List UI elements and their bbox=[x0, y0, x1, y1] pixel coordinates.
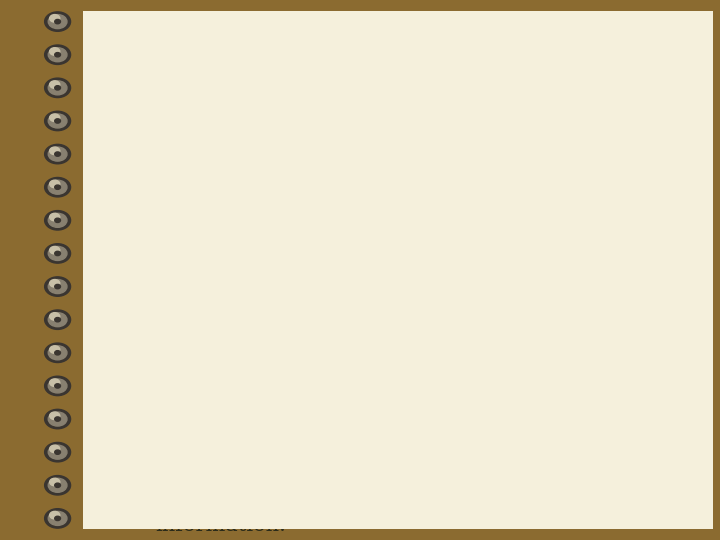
Text: Development Tools and: Development Tools and bbox=[108, 26, 568, 63]
Text: 4: 4 bbox=[108, 418, 122, 438]
Text: 96: 96 bbox=[676, 510, 694, 524]
Text: Dataflow diagrams - a pictorial
representation of data paths.: Dataflow diagrams - a pictorial represen… bbox=[156, 327, 484, 370]
Text: 4: 4 bbox=[108, 208, 122, 228]
Text: Entity-relationship diagrams - a pictorial
representation of the items of inform: Entity-relationship diagrams - a pictori… bbox=[156, 418, 603, 535]
Text: Bottom-up design.: Bottom-up design. bbox=[156, 267, 350, 286]
Text: 4: 4 bbox=[108, 267, 122, 287]
Text: 4: 4 bbox=[108, 327, 122, 347]
Text: Techniques: Techniques bbox=[108, 99, 331, 137]
Text: Top-down design.: Top-down design. bbox=[156, 208, 341, 227]
